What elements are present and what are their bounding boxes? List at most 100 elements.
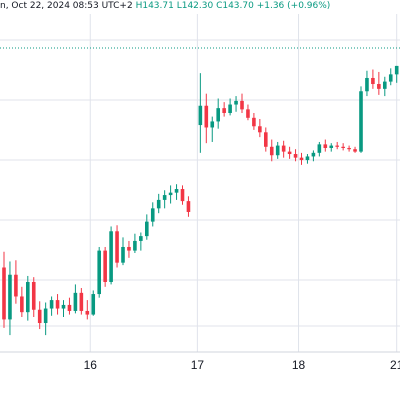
candle bbox=[109, 226, 113, 285]
candle bbox=[97, 246, 101, 298]
candle-body bbox=[269, 146, 274, 156]
candle bbox=[258, 119, 262, 138]
candle bbox=[299, 152, 304, 165]
candle bbox=[287, 146, 292, 159]
candle bbox=[85, 300, 90, 320]
candle-body bbox=[234, 100, 238, 105]
candle bbox=[73, 284, 78, 314]
candle-body bbox=[371, 77, 375, 85]
candle-body bbox=[2, 267, 6, 320]
candle bbox=[133, 233, 137, 254]
x-axis-ticks: 16 17 18 21 bbox=[84, 358, 400, 372]
candle bbox=[26, 275, 30, 321]
candle-body bbox=[8, 274, 12, 320]
candle-body bbox=[127, 246, 131, 251]
candle-body bbox=[198, 105, 203, 126]
candle bbox=[311, 150, 316, 162]
candle-body bbox=[228, 104, 232, 113]
candle bbox=[246, 104, 250, 121]
candle-body bbox=[133, 240, 137, 251]
candle-body bbox=[103, 250, 107, 282]
candle bbox=[275, 141, 280, 159]
candle-body bbox=[293, 154, 298, 158]
candle-body bbox=[299, 157, 304, 161]
candle-body bbox=[61, 304, 66, 309]
candle-body bbox=[323, 144, 328, 148]
candle bbox=[139, 232, 143, 251]
candle bbox=[228, 98, 232, 116]
candle-body bbox=[121, 246, 125, 263]
candle-body bbox=[20, 296, 24, 313]
candle bbox=[204, 93, 209, 144]
candle-body bbox=[240, 100, 244, 110]
candle-body bbox=[329, 145, 334, 148]
candle-body bbox=[347, 147, 351, 150]
candle bbox=[252, 112, 256, 130]
candle-body bbox=[210, 121, 215, 128]
candle bbox=[180, 185, 185, 205]
candle bbox=[91, 290, 96, 316]
candle-body bbox=[31, 281, 36, 310]
candle bbox=[150, 202, 155, 227]
candle bbox=[162, 190, 167, 209]
candle bbox=[168, 185, 173, 204]
chart-header: n, Oct 22, 2024 08:53 UTC+2 H143.71 L142… bbox=[0, 1, 330, 11]
candle bbox=[335, 141, 339, 150]
candle-body bbox=[317, 144, 322, 153]
candle-body bbox=[109, 231, 113, 282]
candle bbox=[198, 73, 203, 153]
candle bbox=[323, 139, 328, 152]
candle bbox=[365, 70, 369, 97]
candle-body bbox=[287, 151, 292, 155]
candle-body bbox=[335, 145, 339, 147]
candle-body bbox=[168, 192, 173, 196]
candle bbox=[43, 302, 48, 336]
candle-body bbox=[365, 77, 369, 92]
candle-body bbox=[222, 108, 226, 113]
candle-body bbox=[311, 152, 316, 157]
candle-body bbox=[180, 189, 185, 202]
candle bbox=[264, 127, 268, 152]
candle bbox=[2, 251, 6, 328]
candle-body bbox=[145, 221, 149, 237]
candle bbox=[210, 116, 215, 142]
candle bbox=[186, 196, 191, 217]
candle-body bbox=[97, 250, 101, 295]
candle-body bbox=[377, 84, 381, 89]
candle-body bbox=[186, 201, 191, 212]
candle bbox=[216, 98, 220, 129]
candle bbox=[61, 300, 66, 317]
header-date: n, Oct 22, 2024 08:53 UTC+2 bbox=[0, 1, 133, 11]
candle-body bbox=[85, 310, 90, 315]
candle-body bbox=[79, 292, 84, 311]
candle-body bbox=[359, 91, 363, 152]
candle bbox=[8, 261, 12, 336]
candle bbox=[359, 86, 363, 153]
candle bbox=[127, 240, 131, 258]
x-tick-label: 21 bbox=[390, 358, 400, 372]
candle bbox=[37, 301, 42, 330]
candle-body bbox=[156, 199, 161, 209]
candle-body bbox=[264, 132, 268, 147]
candle bbox=[234, 96, 238, 112]
candle bbox=[353, 146, 357, 153]
candle-body bbox=[204, 105, 209, 128]
candle bbox=[115, 225, 119, 268]
candle-body bbox=[174, 189, 179, 193]
candle bbox=[269, 139, 274, 162]
candle-body bbox=[388, 74, 393, 82]
candle bbox=[121, 237, 125, 266]
candle-body bbox=[37, 309, 42, 324]
candle bbox=[240, 93, 244, 113]
candle bbox=[55, 294, 60, 315]
candle bbox=[341, 143, 345, 151]
candle bbox=[388, 68, 393, 86]
candle-body bbox=[14, 274, 18, 297]
candle-body bbox=[394, 65, 399, 75]
candle bbox=[281, 140, 286, 158]
candle-body bbox=[55, 300, 60, 309]
candle bbox=[394, 65, 399, 83]
candle bbox=[305, 154, 310, 164]
candle bbox=[31, 277, 36, 317]
